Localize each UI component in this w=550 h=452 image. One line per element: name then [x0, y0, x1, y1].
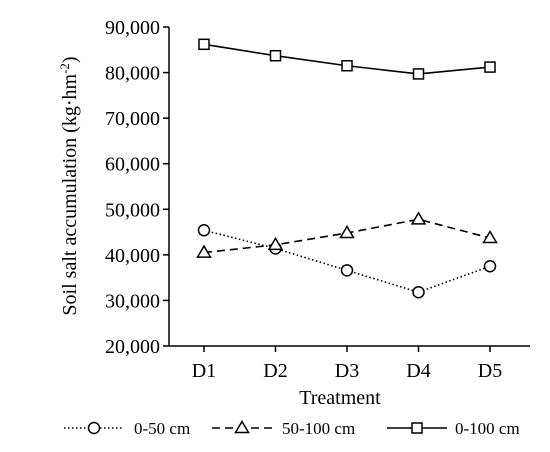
data-point-triangle	[482, 230, 498, 244]
data-point-square	[269, 49, 282, 62]
data-point-square	[412, 68, 425, 80]
y-tick-label: 50,000	[105, 199, 160, 221]
data-point-square	[198, 38, 210, 51]
legend-marker-triangle	[234, 420, 250, 434]
legend-label: 0-100 cm	[455, 419, 520, 438]
x-tick-label: D3	[335, 360, 359, 382]
legend-marker-circle	[87, 421, 101, 435]
y-tick-label: 60,000	[105, 154, 160, 176]
data-point-triangle	[196, 244, 212, 258]
y-tick-label: 30,000	[105, 290, 160, 312]
data-point-triangle	[267, 236, 284, 251]
y-tick-label: 70,000	[105, 108, 160, 130]
data-point-triangle	[339, 225, 355, 239]
x-tick-label: D4	[406, 360, 430, 382]
legend-marker-square	[411, 422, 423, 434]
series-triangle	[196, 211, 498, 258]
data-point-triangle	[410, 211, 427, 225]
x-ticks: D1 D2 D3 D4 D5	[192, 346, 502, 382]
legend: 0-50 cm 50-100 cm 0-100 cm	[64, 419, 520, 438]
series-layer	[196, 38, 498, 299]
legend-label: 50-100 cm	[282, 419, 355, 438]
y-axis-title: Soil salt accumulation (kg·hm-2)	[57, 56, 81, 315]
y-tick-label: 40,000	[105, 245, 160, 267]
x-axis-title: Treatment	[299, 387, 381, 409]
x-tick-label: D1	[192, 360, 216, 382]
legend-item: 50-100 cm	[212, 419, 355, 438]
y-tick-label: 90,000	[105, 17, 160, 39]
data-point-circle	[340, 264, 354, 277]
data-point-circle	[412, 285, 425, 299]
x-tick-label: D2	[263, 360, 287, 382]
series-line	[203, 229, 491, 294]
y-ticks: 20,000 30,000 40,000 50,000 60,000 70,000 80,0…	[105, 17, 169, 358]
data-point-square	[341, 59, 353, 72]
data-point-circle	[197, 223, 211, 237]
series-circle	[197, 223, 497, 299]
y-tick-label: 80,000	[105, 63, 160, 85]
data-point-circle	[483, 260, 497, 273]
y-tick-label: 20,000	[105, 336, 160, 358]
series-square	[198, 38, 496, 80]
legend-label: 0-50 cm	[134, 419, 190, 438]
legend-item: 0-100 cm	[387, 419, 520, 438]
x-tick-label: D5	[478, 360, 502, 382]
data-point-square	[484, 61, 496, 73]
legend-item: 0-50 cm	[64, 419, 190, 438]
axes	[168, 27, 530, 347]
